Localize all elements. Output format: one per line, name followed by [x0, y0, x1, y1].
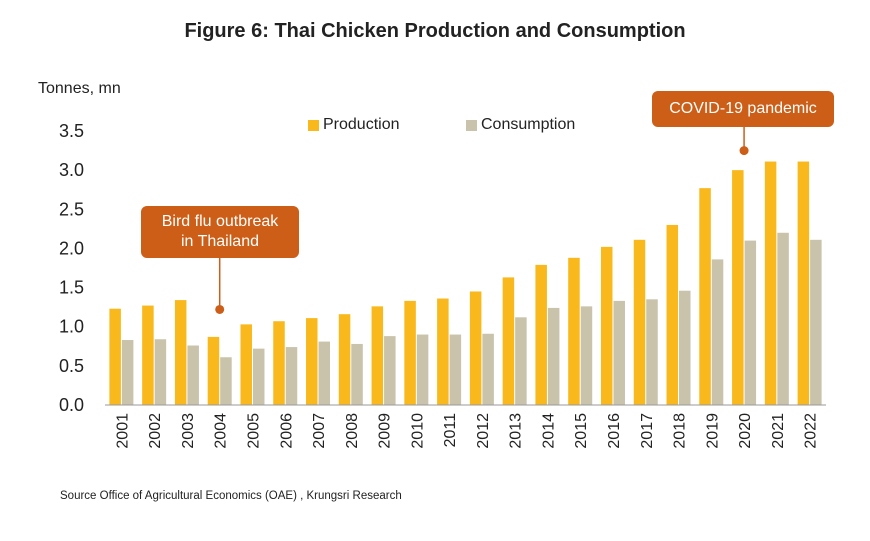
- annotation-dot-2020: [739, 146, 749, 156]
- production-bar-2008: [338, 314, 351, 405]
- legend-consumption: Consumption: [466, 116, 575, 134]
- y-tick-label: 3.5: [59, 121, 84, 141]
- consumption-bar-2012: [482, 333, 494, 405]
- y-tick-label: 2.5: [59, 199, 84, 219]
- consumption-bar-2018: [679, 290, 691, 405]
- production-bar-2020: [732, 170, 744, 405]
- x-tick-label-2005: 2005: [245, 413, 262, 449]
- x-tick-label-2007: 2007: [311, 413, 328, 449]
- x-tick-label-2010: 2010: [409, 413, 426, 449]
- production-bar-2003: [174, 300, 187, 405]
- consumption-bar-2008: [351, 343, 363, 405]
- production-bar-2018: [666, 224, 679, 405]
- production-bar-2005: [240, 324, 252, 405]
- y-tick-label: 1.0: [59, 317, 84, 337]
- legend-consumption-swatch: [466, 119, 477, 131]
- x-tick-label-2022: 2022: [803, 413, 820, 449]
- legend-consumption-label: Consumption: [481, 116, 576, 133]
- production-bar-2017: [633, 239, 646, 405]
- x-tick-label-2017: 2017: [639, 413, 656, 449]
- y-axis-label: Tonnes, mn: [38, 80, 121, 97]
- x-tick-label-2009: 2009: [377, 413, 394, 449]
- x-tick-label-2001: 2001: [114, 413, 131, 449]
- production-bar-2016: [600, 246, 613, 405]
- production-bar-2010: [404, 300, 416, 405]
- consumption-bar-2016: [613, 300, 625, 405]
- x-tick-label-2003: 2003: [180, 413, 197, 449]
- production-bar-2002: [142, 305, 154, 405]
- x-tick-label-2019: 2019: [704, 413, 721, 449]
- x-tick-label-2008: 2008: [344, 413, 361, 449]
- production-bar-2004: [207, 336, 220, 405]
- consumption-bar-2014: [547, 307, 560, 405]
- consumption-bar-2009: [384, 336, 396, 405]
- legend-production-label: Production: [323, 116, 400, 133]
- consumption-bar-2002: [154, 339, 167, 405]
- consumption-bar-2020: [744, 240, 757, 405]
- chart-title: Figure 6: Thai Chicken Production and Co…: [184, 20, 686, 42]
- y-tick-label: 1.5: [59, 278, 84, 298]
- callout-covid: COVID-19 pandemic: [652, 91, 834, 127]
- y-tick-label: 3.0: [59, 160, 84, 180]
- x-tick-label-2006: 2006: [278, 413, 295, 449]
- production-bar-2015: [568, 257, 580, 405]
- production-bar-2021: [764, 161, 777, 405]
- consumption-bar-2006: [285, 347, 298, 405]
- consumption-bar-2019: [711, 259, 724, 405]
- consumption-bar-2004: [220, 357, 232, 405]
- consumption-bar-2015: [580, 306, 593, 405]
- x-tick-label-2002: 2002: [147, 413, 164, 449]
- consumption-bar-2007: [318, 341, 331, 405]
- consumption-bar-2022: [810, 239, 822, 405]
- y-tick-label: 0.0: [59, 395, 84, 415]
- x-tick-label-2020: 2020: [737, 413, 754, 449]
- consumption-bar-2003: [187, 345, 199, 405]
- production-bar-2019: [699, 188, 711, 405]
- production-bar-2007: [306, 318, 318, 405]
- consumption-bar-2017: [646, 299, 658, 405]
- source-note: Source Office of Agricultural Economics …: [60, 490, 402, 502]
- x-tick-label-2011: 2011: [442, 413, 459, 448]
- legend-production-swatch: [308, 119, 319, 131]
- x-tick-label-2004: 2004: [213, 413, 230, 449]
- x-tick-label-2014: 2014: [540, 413, 557, 449]
- x-tick-label-2015: 2015: [573, 413, 590, 449]
- production-bar-2014: [535, 264, 547, 405]
- production-bar-2012: [469, 291, 482, 405]
- x-tick-label-2016: 2016: [606, 413, 623, 449]
- production-bar-2013: [502, 277, 515, 405]
- consumption-bar-2005: [252, 348, 265, 405]
- production-bar-2009: [371, 306, 384, 405]
- x-tick-label-2013: 2013: [508, 413, 525, 449]
- production-bar-2001: [109, 308, 121, 405]
- callout-covid-line-1: COVID-19 pandemic: [669, 100, 817, 117]
- annotation-dot-2004: [215, 304, 225, 314]
- consumption-bar-2010: [416, 334, 429, 405]
- production-bar-2011: [437, 298, 449, 405]
- y-tick-label: 0.5: [59, 356, 84, 376]
- production-bar-2022: [797, 161, 810, 405]
- consumption-bar-2021: [777, 232, 789, 405]
- x-tick-label-2018: 2018: [672, 413, 689, 449]
- callout-bird-flu: Bird flu outbreak in Thailand: [141, 206, 299, 258]
- production-bar-2006: [273, 321, 285, 405]
- y-tick-label: 2.0: [59, 238, 84, 258]
- x-tick-label-2021: 2021: [770, 413, 787, 449]
- x-tick-label-2012: 2012: [475, 413, 492, 449]
- legend-production: Production: [308, 116, 400, 134]
- callout-bird-flu-line-2: in Thailand: [181, 233, 259, 250]
- consumption-bar-2013: [515, 317, 527, 405]
- callout-bird-flu-line-1: Bird flu outbreak: [161, 213, 279, 230]
- consumption-bar-2011: [449, 334, 462, 405]
- consumption-bar-2001: [121, 340, 134, 405]
